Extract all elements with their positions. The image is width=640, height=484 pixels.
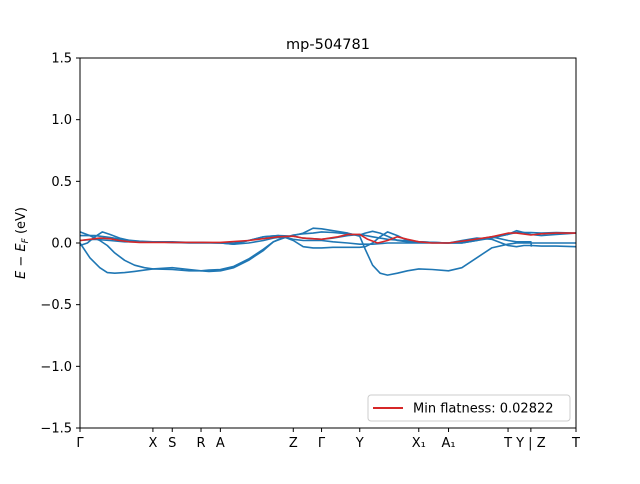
series-line-6 bbox=[80, 232, 576, 244]
x-tick-label: A₁ bbox=[441, 436, 455, 451]
y-tick-label: 0.5 bbox=[51, 175, 72, 190]
series-layer bbox=[80, 227, 576, 276]
plot-area bbox=[80, 227, 576, 276]
x-tick-label: Γ bbox=[318, 436, 326, 451]
x-tick-label: Γ bbox=[76, 436, 84, 451]
x-tick-label: S bbox=[168, 436, 176, 451]
series-line-1 bbox=[80, 227, 576, 276]
y-tick-label: 0.0 bbox=[51, 237, 72, 252]
legend-label: Min flatness: 0.02822 bbox=[413, 402, 554, 417]
x-tick-label: T bbox=[503, 436, 512, 451]
y-tick-label: −1.0 bbox=[40, 360, 72, 375]
x-tick-label: X bbox=[148, 436, 157, 451]
x-tick-label: R bbox=[197, 436, 206, 451]
x-tick-label: X₁ bbox=[412, 436, 426, 451]
x-tick-label: Y | Z bbox=[515, 436, 546, 451]
x-tick-label: T bbox=[571, 436, 580, 451]
x-tick-label: Z bbox=[289, 436, 298, 451]
x-tick-label: Y bbox=[355, 436, 364, 451]
x-tick-label: A bbox=[216, 436, 225, 451]
y-tick-label: −1.5 bbox=[40, 422, 72, 437]
y-axis-label: E − EF (eV) bbox=[14, 207, 31, 279]
y-tick-label: 1.5 bbox=[51, 52, 72, 67]
legend: Min flatness: 0.02822 bbox=[367, 394, 571, 422]
legend-box bbox=[367, 394, 571, 422]
y-axis: 1.5 1.0 0.5 0.0 −0.5 −1.0 −1.5 bbox=[40, 52, 80, 437]
chart-title: mp-504781 bbox=[286, 37, 370, 53]
y-tick-label: −0.5 bbox=[40, 298, 72, 313]
y-tick-label: 1.0 bbox=[51, 113, 72, 128]
